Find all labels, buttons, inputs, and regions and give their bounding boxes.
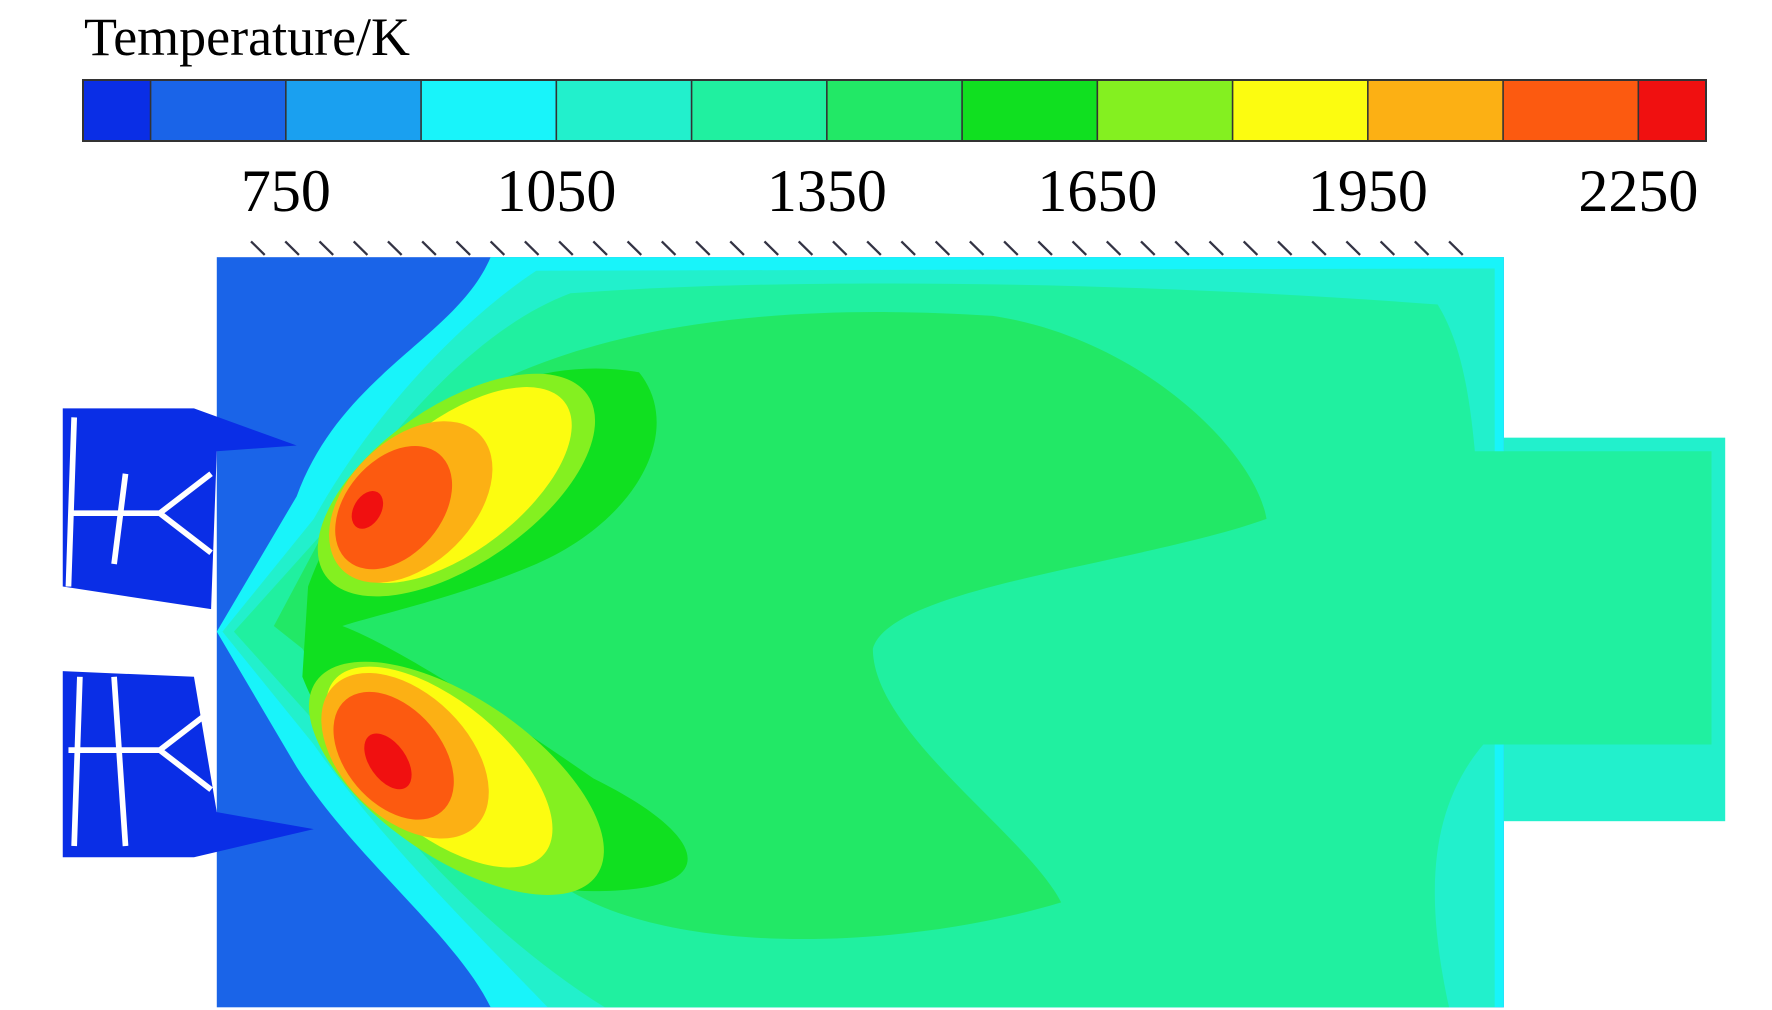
colorbar-segment	[1096, 79, 1234, 142]
hatch-mark	[421, 240, 437, 256]
colorbar-tick-label: 1050	[496, 158, 616, 224]
hatch-mark	[866, 240, 882, 256]
hatch-mark	[1414, 240, 1430, 256]
colorbar-title: Temperature/K	[84, 7, 410, 67]
hatch-mark	[900, 240, 916, 256]
burner-upper	[62, 408, 297, 610]
nozzle-gap	[188, 609, 217, 649]
burner-lines	[65, 417, 213, 847]
colorbar-segment	[1367, 79, 1504, 142]
hatch-mark	[1071, 240, 1088, 256]
colorbar-segment	[1231, 79, 1369, 142]
hatch-mark	[934, 240, 951, 256]
hatch-mark	[592, 240, 608, 256]
contour-field	[62, 240, 1726, 1008]
hatch-mark	[729, 240, 745, 256]
hatch-mark	[455, 240, 471, 256]
colorbar-segment	[1637, 79, 1707, 142]
colorbar-tick-label: 1350	[767, 158, 887, 224]
colorbar-tick-label: 2250	[1578, 158, 1698, 224]
hatch-mark	[695, 240, 711, 256]
colorbar-segment	[690, 79, 828, 142]
hatch-mark	[352, 240, 369, 256]
hatch-mark	[524, 240, 540, 256]
flame-upper-peak	[351, 491, 384, 529]
flame-lower-peak	[364, 733, 412, 790]
hatch-mark	[1003, 240, 1019, 256]
colorbar: 750 1050 1350 1650 1950 2250	[82, 79, 1707, 224]
hatch-mark	[1311, 240, 1327, 256]
colorbar-segment	[82, 79, 152, 142]
hatch-mark	[1448, 240, 1464, 256]
hatch-mark	[1140, 240, 1156, 256]
colorbar-segment	[1502, 79, 1640, 142]
flame-upper-hot	[335, 445, 453, 570]
outlet-core	[1437, 451, 1712, 745]
colorbar-frame	[82, 79, 1707, 142]
hatch-mark	[1242, 240, 1259, 256]
hatch-mark	[1174, 240, 1190, 256]
hatch-mark	[969, 240, 985, 256]
colorbar-segment	[420, 79, 558, 142]
colorbar-tick-label: 750	[241, 158, 331, 224]
hatch-mark	[387, 240, 403, 256]
hatch-mark	[763, 240, 779, 256]
hatch-mark	[1277, 240, 1293, 256]
colorbar-segment	[285, 79, 422, 142]
colorbar-tick-label: 1650	[1037, 158, 1157, 224]
hatch-mark	[284, 240, 300, 256]
hatch-mark	[797, 240, 814, 256]
hatch-mark	[832, 240, 848, 256]
colorbar-segment	[149, 79, 287, 142]
hatch-mark	[1345, 240, 1361, 256]
hatch-mark	[489, 240, 506, 256]
colorbar-tick-label: 1950	[1308, 158, 1428, 224]
hatch-mark	[318, 240, 334, 256]
hatch-mark	[1105, 240, 1122, 256]
hatch-mark	[1208, 240, 1224, 256]
hatch-mark	[558, 240, 574, 256]
colorbar-segment	[826, 79, 963, 142]
hatch-mark	[626, 240, 643, 256]
colorbar-segment	[555, 79, 693, 142]
hatch-mark	[1379, 240, 1396, 256]
colorbar-segment	[961, 79, 1099, 142]
hatch-mark	[660, 240, 677, 256]
hatch-mark	[250, 240, 266, 256]
wall-hatch	[250, 240, 1464, 256]
hatch-mark	[1037, 240, 1053, 256]
